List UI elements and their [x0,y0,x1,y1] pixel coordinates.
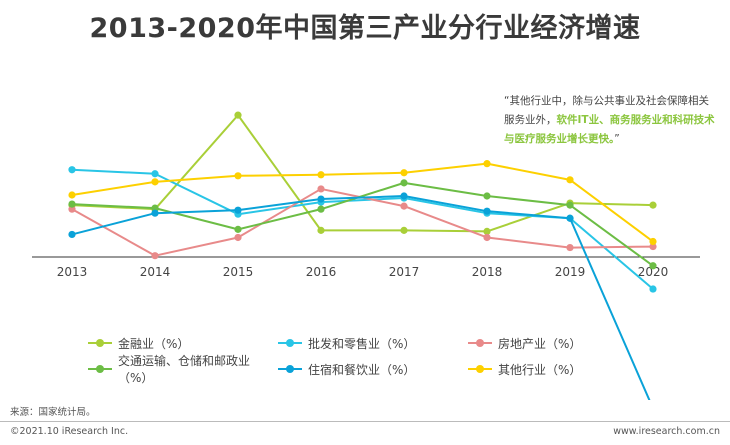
data-point-5-2016 [317,171,325,179]
line-chart: 2013 2014 2015 2016 2017 2018 2019 2020 [32,111,700,400]
legend-marker-other [468,363,492,375]
legend-item-real-estate: 房地产业（%） [468,334,648,352]
data-point-1-2013 [68,166,76,174]
data-point-5-2019 [566,176,574,184]
data-point-2-2020 [649,242,657,251]
legend-marker-real-estate [468,337,492,349]
data-point-2-2015 [234,233,242,242]
data-point-5-2014 [151,178,159,186]
x-tick-label-2017: 2017 [389,265,420,279]
legend-label-wholesale: 批发和零售业（%） [308,336,416,351]
legend-marker-wholesale [278,337,302,349]
x-tick-label-2020: 2020 [638,265,669,279]
data-point-0-2017 [400,226,408,234]
data-point-5-2020 [649,237,657,246]
data-point-2-2017 [400,202,408,210]
legend-item-finance: 金融业（%） [88,334,278,352]
data-point-2-2018 [483,233,491,242]
copyright: ©2021.10 iResearch Inc. [10,426,129,437]
x-tick-label-2019: 2019 [555,265,586,279]
data-point-3-2015 [234,225,242,233]
legend-marker-transport [88,363,112,375]
data-point-0-2015 [234,111,242,119]
series-line-4 [71,195,651,400]
data-point-5-2013 [68,191,76,199]
data-point-1-2014 [151,170,159,178]
series-lines [68,111,657,400]
series-line-5 [71,162,654,243]
data-point-3-2013 [68,200,76,208]
data-point-2-2014 [151,252,159,260]
data-point-4-2019 [566,214,574,222]
data-point-4-2016 [317,195,325,203]
legend-label-transport: 交通运输、仓储和邮政业（%） [118,354,251,385]
data-point-0-2018 [483,227,491,235]
website-link[interactable]: www.iresearch.com.cn [613,426,720,437]
data-point-4-2015 [234,206,242,214]
data-point-3-2014 [151,204,159,212]
footer-divider [0,421,730,422]
data-point-2-2016 [317,185,325,193]
data-point-5-2015 [234,172,242,180]
data-point-3-2016 [317,205,325,213]
data-point-1-2020 [649,285,657,293]
legend-item-other: 其他行业（%） [468,360,648,378]
legend-item-wholesale: 批发和零售业（%） [278,334,468,352]
annotation-close-quote: ” [614,133,620,145]
x-tick-label-2018: 2018 [472,265,503,279]
data-point-4-2017 [400,192,408,200]
data-point-2-2013 [68,205,76,213]
legend-label-finance: 金融业（%） [118,336,190,351]
legend-marker-finance [88,337,112,349]
data-point-5-2017 [400,169,408,177]
series-line-2 [71,187,654,257]
data-point-2-2019 [566,243,574,252]
legend-marker-hospitality [278,363,302,375]
legend-item-transport: 交通运输、仓储和邮政业（%） [88,354,278,385]
data-point-5-2018 [483,160,491,168]
legend-label-hospitality: 住宿和餐饮业（%） [308,362,416,377]
data-point-0-2016 [317,226,325,234]
series-line-0 [71,114,654,233]
x-tick-label-2016: 2016 [306,265,337,279]
data-point-0-2020 [649,201,657,209]
annotation-box: “其他行业中，除与公共事业及社会保障相关服务业外，软件IT业、商务服务业和科研技… [504,92,716,149]
x-tick-label-2013: 2013 [57,265,88,279]
data-point-4-2014 [151,209,159,217]
annotation-text: “其他行业中，除与公共事业及社会保障相关服务业外， [504,95,709,126]
annotation-highlight: 软件IT业、商务服务业和科研技术与医疗服务业增长更快。 [504,114,715,145]
series-line-3 [71,181,654,267]
x-tick-labels: 2013 2014 2015 2016 2017 2018 2019 2020 [57,265,669,279]
x-tick-label-2015: 2015 [223,265,254,279]
data-point-3-2019 [566,201,574,209]
legend-item-hospitality: 住宿和餐饮业（%） [278,360,468,378]
x-tick-label-2014: 2014 [140,265,171,279]
legend-label-real-estate: 房地产业（%） [498,336,582,351]
data-point-4-2018 [483,207,491,215]
data-point-4-2013 [68,230,76,239]
data-point-3-2018 [483,192,491,200]
data-point-3-2020 [649,262,657,270]
legend-label-other: 其他行业（%） [498,362,582,377]
data-point-3-2017 [400,179,408,187]
page-title: 2013-2020年中国第三产业分行业经济增速 [89,13,641,44]
chart-legend: 金融业（%） 批发和零售业（%） 房地产业（%） 交通运输、仓储和邮政业（%） … [88,334,648,385]
source-note: 来源：国家统计局。 [10,407,96,418]
